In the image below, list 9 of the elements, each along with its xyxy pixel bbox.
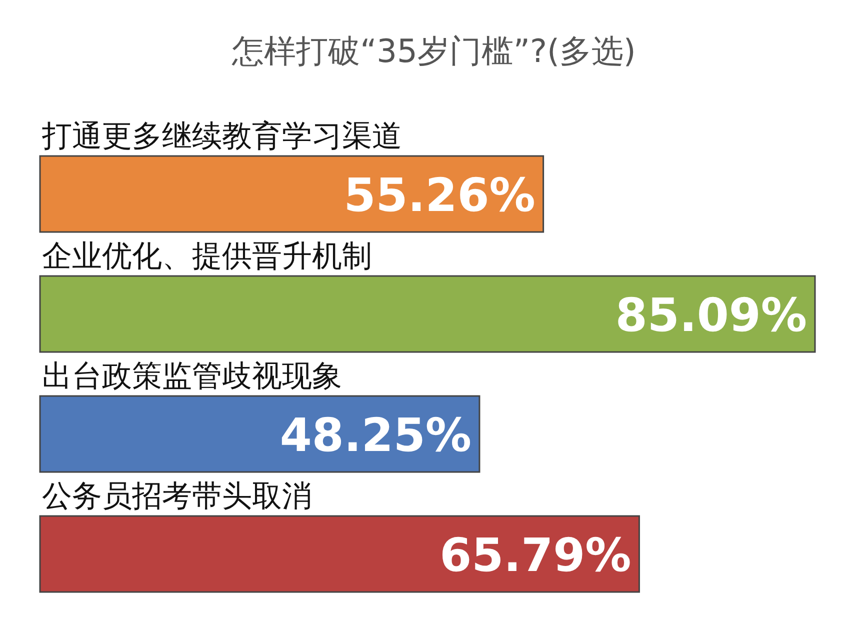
category-label: 公务员招考带头取消 [42, 479, 312, 514]
title: 怎样打破“35岁门槛”?(多选) [232, 32, 636, 70]
value-label: 48.25% [280, 408, 472, 462]
category-label: 出台政策监管歧视现象 [42, 359, 342, 394]
value-label: 55.26% [344, 168, 536, 222]
value-label: 65.79% [440, 528, 632, 582]
category-label: 企业优化、提供晋升机制 [42, 239, 372, 274]
category-label: 打通更多继续教育学习渠道 [42, 119, 402, 154]
value-label: 85.09% [615, 288, 807, 342]
